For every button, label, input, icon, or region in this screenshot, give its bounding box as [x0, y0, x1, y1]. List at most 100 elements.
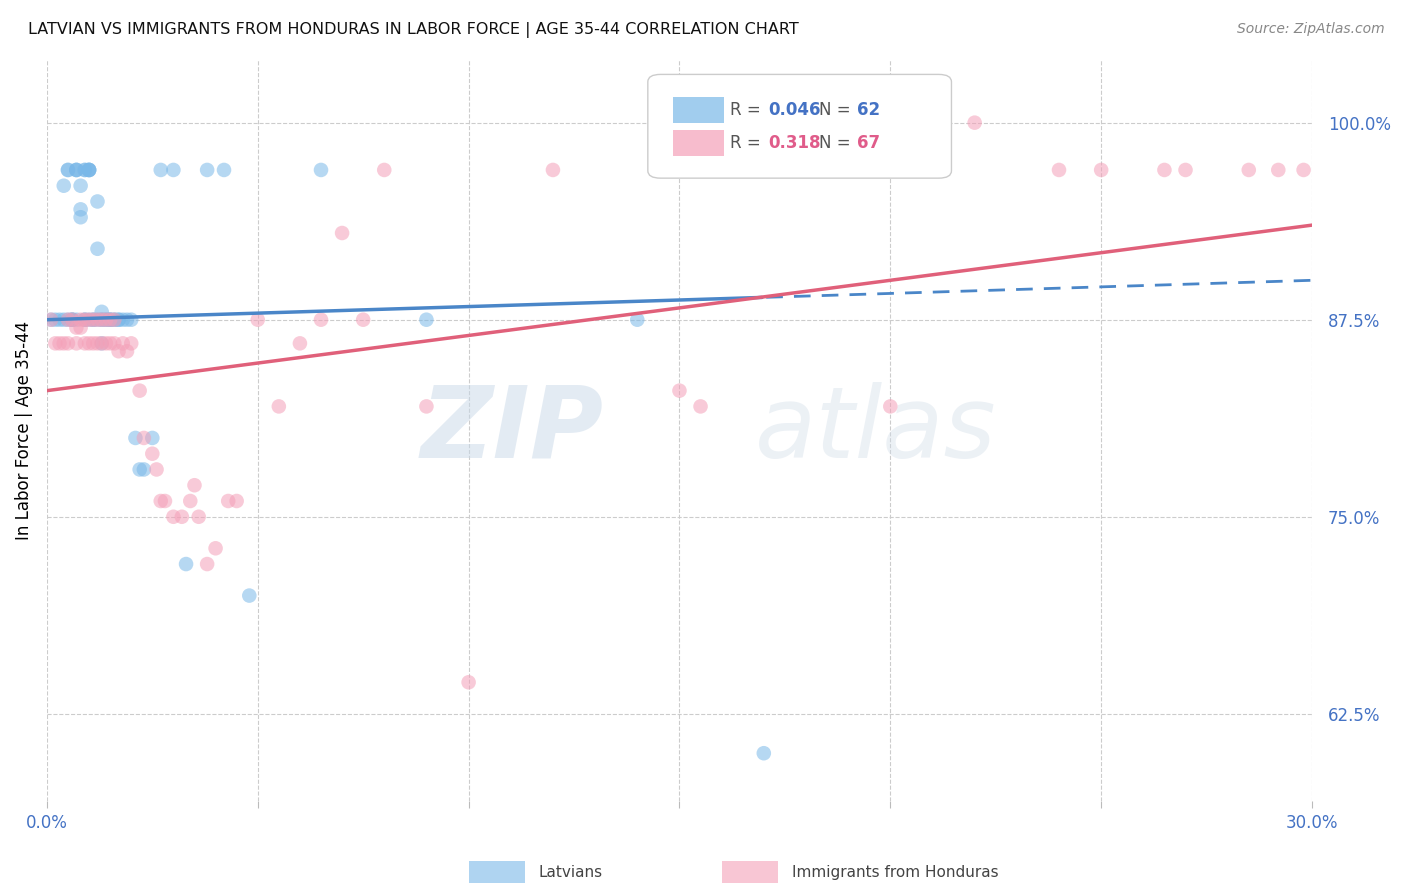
Point	[115, 344, 138, 359]
Point	[90, 336, 112, 351]
Point	[69, 211, 91, 225]
Point	[82, 336, 104, 351]
Point	[98, 312, 121, 326]
Point	[183, 478, 205, 492]
Point	[689, 400, 711, 414]
Point	[60, 312, 83, 326]
Point	[107, 344, 129, 359]
Point	[212, 163, 235, 178]
Point	[69, 178, 91, 193]
Point	[132, 462, 155, 476]
Point	[77, 163, 100, 178]
Point	[1267, 163, 1289, 178]
Point	[149, 163, 172, 178]
Point	[65, 320, 87, 334]
Point	[415, 312, 437, 326]
Point	[120, 312, 142, 326]
Point	[73, 312, 96, 326]
Point	[73, 336, 96, 351]
Point	[82, 312, 104, 326]
Point	[225, 494, 247, 508]
Point	[94, 312, 117, 326]
Point	[86, 312, 108, 326]
Point	[90, 305, 112, 319]
Text: Immigrants from Honduras: Immigrants from Honduras	[792, 865, 998, 880]
Text: N =: N =	[818, 101, 855, 119]
Point	[60, 312, 83, 326]
Text: 67: 67	[856, 135, 880, 153]
Point	[267, 400, 290, 414]
Point	[103, 312, 125, 326]
Text: 0.318: 0.318	[768, 135, 821, 153]
Point	[77, 163, 100, 178]
Text: R =: R =	[730, 101, 766, 119]
Point	[65, 312, 87, 326]
Point	[107, 312, 129, 326]
Point	[187, 509, 209, 524]
Point	[82, 312, 104, 326]
Point	[1090, 163, 1112, 178]
Point	[86, 336, 108, 351]
Point	[195, 557, 218, 571]
Point	[77, 312, 100, 326]
Text: ZIP: ZIP	[420, 382, 603, 478]
Point	[52, 336, 75, 351]
Point	[1153, 163, 1175, 178]
Point	[56, 163, 79, 178]
Point	[204, 541, 226, 556]
Point	[77, 163, 100, 178]
Point	[963, 116, 986, 130]
Point	[238, 589, 260, 603]
Point	[111, 312, 134, 326]
Point	[879, 400, 901, 414]
Point	[170, 509, 193, 524]
Point	[330, 226, 353, 240]
Point	[752, 746, 775, 760]
Point	[162, 163, 184, 178]
Point	[56, 336, 79, 351]
Point	[56, 312, 79, 326]
Point	[73, 163, 96, 178]
Point	[73, 163, 96, 178]
Text: 0.046: 0.046	[768, 101, 821, 119]
Point	[48, 336, 70, 351]
Point	[39, 312, 62, 326]
Point	[1047, 163, 1070, 178]
Point	[352, 312, 374, 326]
Point	[60, 312, 83, 326]
Point	[103, 336, 125, 351]
Point	[128, 462, 150, 476]
Point	[52, 178, 75, 193]
Point	[44, 336, 66, 351]
Point	[174, 557, 197, 571]
Text: 62: 62	[856, 101, 880, 119]
Point	[77, 163, 100, 178]
Point	[69, 312, 91, 326]
Text: LATVIAN VS IMMIGRANTS FROM HONDURAS IN LABOR FORCE | AGE 35-44 CORRELATION CHART: LATVIAN VS IMMIGRANTS FROM HONDURAS IN L…	[28, 22, 799, 38]
Point	[77, 336, 100, 351]
Point	[86, 194, 108, 209]
Point	[56, 312, 79, 326]
Point	[217, 494, 239, 508]
Point	[98, 336, 121, 351]
Point	[179, 494, 201, 508]
Point	[90, 312, 112, 326]
Point	[94, 312, 117, 326]
Point	[153, 494, 176, 508]
Point	[541, 163, 564, 178]
Point	[415, 400, 437, 414]
Point	[1237, 163, 1260, 178]
Point	[111, 336, 134, 351]
Point	[65, 163, 87, 178]
Bar	[673, 96, 724, 122]
Point	[52, 312, 75, 326]
Point	[90, 336, 112, 351]
Point	[44, 312, 66, 326]
Point	[132, 431, 155, 445]
Point	[457, 675, 479, 690]
Point	[94, 336, 117, 351]
Point	[668, 384, 690, 398]
Y-axis label: In Labor Force | Age 35-44: In Labor Force | Age 35-44	[15, 320, 32, 540]
Point	[98, 312, 121, 326]
Point	[82, 312, 104, 326]
